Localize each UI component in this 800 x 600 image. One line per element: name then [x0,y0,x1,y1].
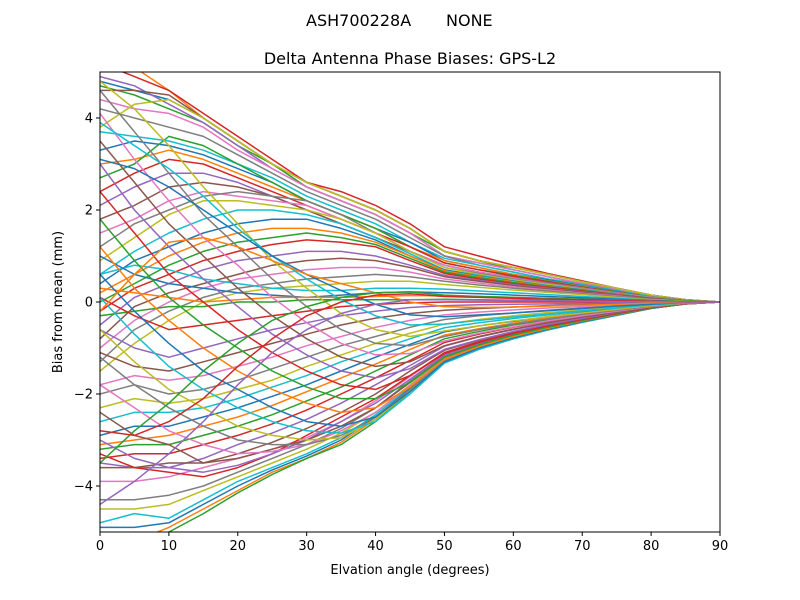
y-axis-label: Bias from mean (mm) [51,231,66,373]
y-tick-label: 4 [85,112,93,127]
series-line [100,292,720,437]
figure-suptitle-left: ASH700228A [306,11,411,30]
x-tick-label: 60 [505,539,522,554]
series-line [100,121,720,326]
y-tick-label: 0 [85,296,93,311]
series-line [100,89,720,347]
series-line [100,140,720,303]
series-line [100,80,720,338]
series-line [100,273,720,363]
series-line [100,98,720,303]
figure-suptitle-right: NONE [446,11,493,30]
series-layer [100,72,720,532]
series-line [120,72,720,303]
series-line [100,301,720,524]
series-line [100,301,720,446]
x-tick-label: 80 [643,539,660,554]
y-tick-label: 2 [85,204,93,219]
x-axis: 0 10 20 30 40 50 60 70 80 90 [96,532,728,554]
y-tick-label: −4 [74,480,93,495]
series-line [100,236,720,312]
x-tick-label: 70 [574,539,591,554]
series-line [100,298,720,506]
x-tick-label: 50 [436,539,453,554]
x-tick-label: 90 [712,539,729,554]
series-line [100,112,720,356]
y-tick-label: −2 [74,388,93,403]
chart-title: Delta Antenna Phase Biases: GPS-L2 [264,49,556,68]
x-tick-label: 20 [230,539,247,554]
series-line [100,301,720,446]
series-line [100,191,720,391]
x-tick-label: 0 [96,539,104,554]
x-tick-label: 10 [161,539,178,554]
series-line [100,158,720,318]
x-tick-label: 40 [367,539,384,554]
y-axis: −4 −2 0 2 4 [74,112,100,495]
series-line [100,140,720,368]
x-axis-label: Elvation angle (degrees) [330,563,489,578]
x-tick-label: 30 [298,539,315,554]
series-line [100,98,720,303]
